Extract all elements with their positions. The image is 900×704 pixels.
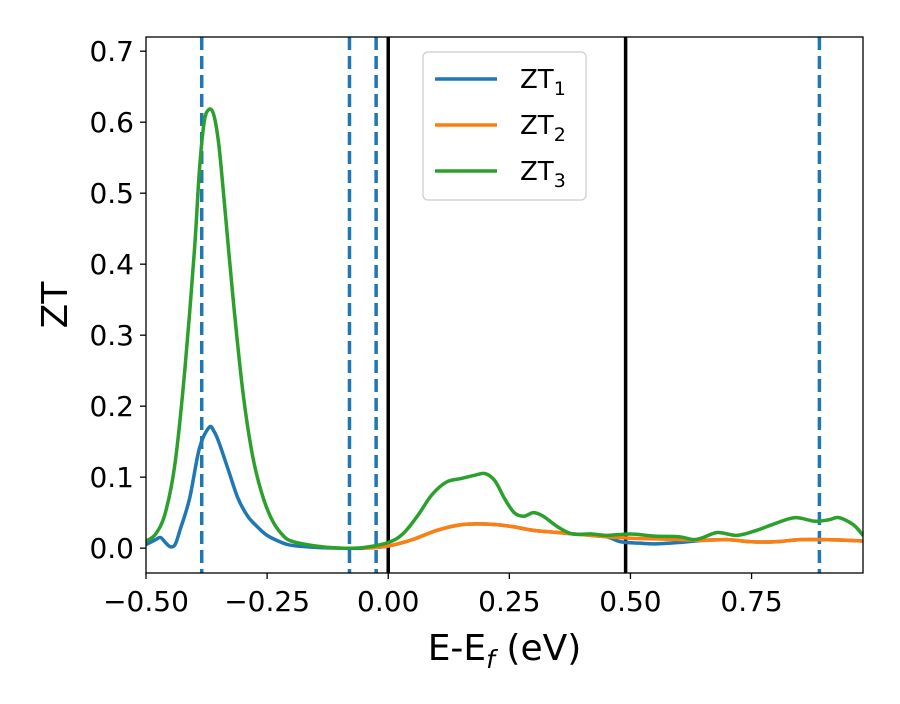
y-tick-label: 0.1 — [89, 461, 134, 494]
x-tick-label: 0.50 — [599, 585, 661, 618]
x-axis-title: E-Ef (eV) — [428, 628, 582, 674]
legend-label-sub: 2 — [554, 124, 566, 146]
x-tick-label: −0.50 — [103, 585, 189, 618]
y-tick-label: 0.6 — [89, 106, 134, 139]
legend-box — [422, 51, 587, 201]
x-tick-label: −0.25 — [224, 585, 310, 618]
y-tick-label: 0.2 — [89, 390, 134, 423]
axes-border — [145, 36, 864, 574]
y-axis-title: ZT — [35, 281, 76, 329]
series-line-zt2 — [362, 522, 863, 550]
y-tick-label: 0.7 — [89, 35, 134, 68]
legend-label-sub: 1 — [554, 78, 566, 100]
y-tick-label: 0.4 — [89, 248, 134, 281]
series-line-zt3 — [146, 107, 863, 551]
y-tick-label: 0.0 — [89, 532, 134, 565]
plot-area — [146, 37, 863, 573]
legend-label-zt2: ZT2 — [520, 111, 566, 146]
legend-label-sub: 3 — [554, 170, 566, 192]
x-tick-label: 0.00 — [357, 585, 419, 618]
legend-label-zt1: ZT1 — [520, 65, 566, 100]
legend-label-main: ZT — [520, 157, 554, 187]
legend-label-zt3: ZT3 — [520, 157, 566, 192]
legend-label-main: ZT — [520, 111, 554, 141]
ticks: −0.50 −0.25 0.00 0.25 0.50 0.75 0.0 0.1 0.2 0.3 0.… — [89, 35, 782, 618]
x-tick-label: 0.25 — [478, 585, 540, 618]
y-tick-label: 0.5 — [89, 177, 134, 210]
x-axis-title-unit: (eV) — [495, 628, 581, 669]
axes-frame — [145, 36, 864, 574]
axis-titles: E-Ef (eV) ZT — [35, 281, 581, 674]
x-tick-label: 0.75 — [720, 585, 782, 618]
y-tick-label: 0.3 — [89, 319, 134, 352]
legend-label-main: ZT — [520, 65, 554, 95]
x-axis-title-main: E-E — [428, 628, 486, 669]
